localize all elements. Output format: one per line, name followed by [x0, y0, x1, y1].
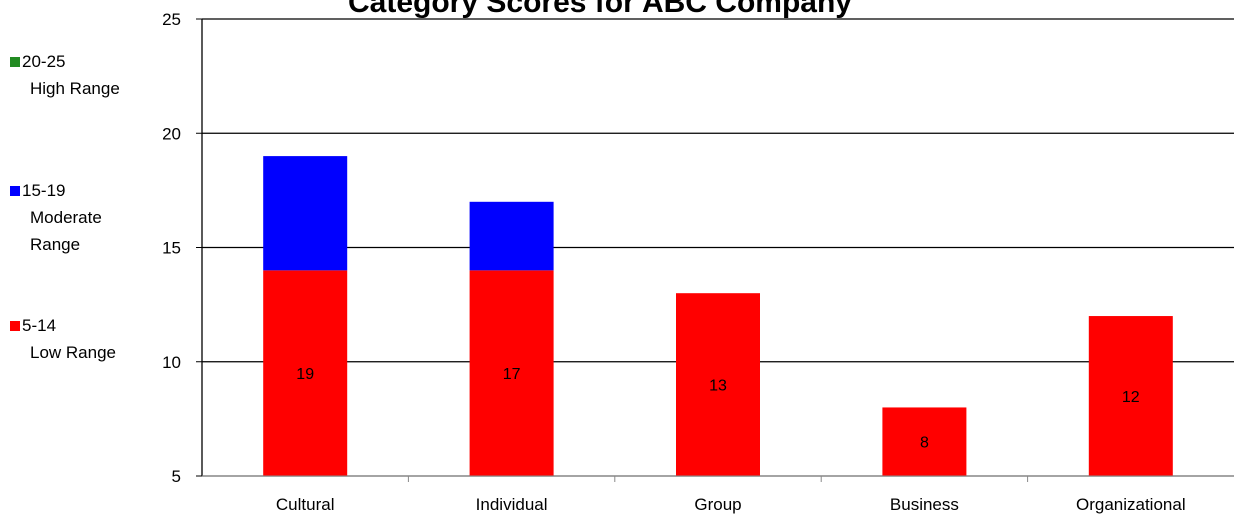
chart-title: Category Scores for ABC Company — [348, 0, 852, 19]
y-tick-label: 20 — [162, 124, 181, 143]
legend-item-high: 20-25 High Range — [10, 48, 150, 102]
bar-segment — [676, 293, 760, 476]
bar-data-label: 8 — [920, 435, 929, 452]
legend-swatch-high — [10, 57, 20, 67]
y-tick-label: 5 — [172, 467, 181, 486]
legend-swatch-moderate — [10, 186, 20, 196]
x-category-label: Group — [694, 495, 741, 514]
x-category-label: Business — [890, 495, 959, 514]
x-category-label: Cultural — [276, 495, 335, 514]
bar-segment — [263, 270, 348, 476]
bar-data-label: 19 — [296, 366, 314, 383]
y-tick-label: 25 — [162, 10, 181, 29]
legend-label-moderate: 15-19 — [22, 181, 66, 200]
y-tick-label: 10 — [162, 353, 181, 372]
bar-segment — [1088, 316, 1173, 476]
bar-data-label: 13 — [709, 378, 727, 395]
bar-data-label: 17 — [503, 366, 521, 383]
bar-segment — [882, 407, 967, 476]
x-category-label: Organizational — [1076, 495, 1186, 514]
legend: 20-25 High Range 15-19 Moderate Range 5-… — [0, 0, 150, 515]
legend-item-moderate: 15-19 Moderate Range — [10, 177, 150, 258]
bar-data-label: 12 — [1122, 389, 1140, 406]
x-category-label: Individual — [476, 495, 548, 514]
bar-segment — [469, 270, 554, 476]
bar-segment — [263, 156, 348, 271]
legend-desc-low: Low Range — [30, 343, 117, 362]
legend-item-low: 5-14 Low Range — [10, 312, 150, 366]
legend-label-high: 20-25 — [22, 52, 66, 71]
bar-segment — [469, 201, 554, 271]
legend-swatch-low — [10, 321, 20, 331]
legend-desc-moderate: Moderate Range — [30, 208, 102, 254]
y-tick-label: 15 — [162, 239, 181, 258]
legend-label-low: 5-14 — [22, 316, 57, 335]
legend-desc-high: High Range — [30, 79, 120, 98]
